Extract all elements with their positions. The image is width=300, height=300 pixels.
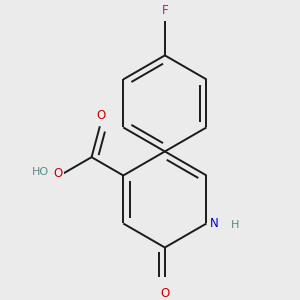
Text: N: N	[210, 217, 219, 230]
Text: H: H	[231, 220, 239, 230]
Text: F: F	[162, 4, 168, 17]
Text: O: O	[160, 287, 170, 300]
Text: O: O	[53, 167, 63, 180]
Text: HO: HO	[32, 167, 49, 177]
Text: O: O	[96, 110, 106, 122]
